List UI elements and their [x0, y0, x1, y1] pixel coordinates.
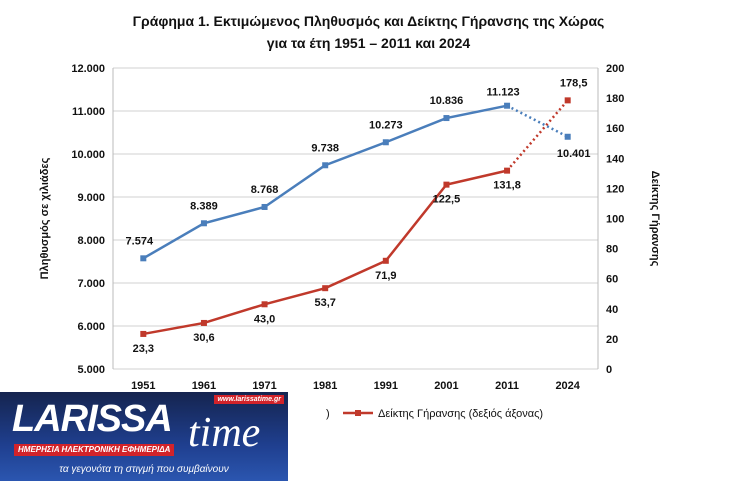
y-tick-label: 6.000: [77, 321, 105, 333]
data-point: [261, 203, 268, 210]
y-tick-label: 10.000: [71, 149, 105, 161]
y2-tick-label: 0: [606, 364, 612, 376]
data-label: 43,0: [254, 313, 275, 325]
data-label: 10.401: [557, 148, 591, 160]
data-point: [564, 133, 571, 140]
data-point: [504, 167, 511, 174]
data-label: 8.389: [190, 200, 218, 212]
data-point: [140, 255, 147, 262]
x-tick-label: 1971: [252, 380, 276, 392]
x-tick-label: 2024: [555, 380, 580, 392]
x-tick-label: 1981: [313, 380, 337, 392]
chart-title: Γράφημα 1. Εκτιμώμενος Πληθυσμός και Δεί…: [0, 10, 737, 54]
y-tick-label: 5.000: [77, 364, 105, 376]
logo-slogan: τα γεγονότα τη στιγμή που συμβαίνουν: [59, 464, 229, 475]
data-label: 122,5: [433, 194, 461, 206]
data-point: [140, 330, 147, 337]
series-dotted-segment: [506, 104, 569, 138]
data-point: [322, 285, 329, 292]
y2-tick-label: 60: [606, 274, 618, 286]
data-label: 23,3: [133, 343, 154, 355]
data-label: 53,7: [314, 297, 335, 309]
y-tick-label: 12.000: [71, 63, 105, 75]
legend-marker-aging: [355, 410, 361, 416]
data-point: [200, 319, 207, 326]
data-label: 7.574: [126, 235, 154, 247]
logo-brand-2: time: [188, 410, 261, 456]
y2-tick-label: 120: [606, 183, 624, 195]
data-point: [322, 162, 329, 169]
y-tick-label: 8.000: [77, 235, 105, 247]
legend-label-aging: Δείκτης Γήρανσης (δεξιός άξονας): [378, 408, 543, 420]
data-point: [261, 301, 268, 308]
y2-tick-label: 160: [606, 123, 624, 135]
data-label: 30,6: [193, 332, 214, 344]
y2-tick-label: 20: [606, 334, 618, 346]
y-tick-label: 11.000: [72, 106, 105, 118]
y2-tick-label: 80: [606, 244, 618, 256]
title-line-2: για τα έτη 1951 – 2011 και 2024: [266, 35, 471, 51]
y2-axis-label: Δείκτης Γήρανσης: [649, 171, 661, 267]
y2-tick-label: 200: [606, 63, 624, 75]
logo-tagline: ΗΜΕΡΗΣΙΑ ΗΛΕΚΤΡΟΝΙΚΗ ΕΦΗΜΕΡΙΔΑ: [14, 444, 175, 456]
data-point: [443, 115, 450, 122]
larissatime-logo: LARISSA time www.larissatime.gr ΗΜΕΡΗΣΙΑ…: [0, 392, 288, 481]
y-axis-label: Πληθυσμός σε χιλιάδες: [39, 157, 51, 279]
y2-tick-label: 140: [606, 153, 624, 165]
data-label: 10.273: [369, 119, 403, 131]
data-point: [200, 220, 207, 227]
data-label: 11.123: [487, 87, 520, 99]
legend-label-population: ): [326, 408, 330, 420]
series-dotted-segment: [506, 99, 569, 172]
x-tick-label: 1961: [192, 380, 216, 392]
y2-tick-label: 40: [606, 304, 618, 316]
logo-url: www.larissatime.gr: [214, 395, 284, 404]
x-tick-label: 2011: [495, 380, 519, 392]
data-point: [382, 139, 389, 146]
y2-tick-label: 180: [606, 93, 624, 105]
data-point: [382, 257, 389, 264]
x-tick-label: 2001: [434, 380, 458, 392]
y-tick-label: 7.000: [77, 278, 105, 290]
data-point: [443, 181, 450, 188]
data-label: 71,9: [375, 270, 396, 282]
data-label: 178,5: [560, 77, 588, 89]
x-tick-label: 1951: [131, 380, 155, 392]
y2-tick-label: 100: [606, 214, 624, 226]
data-point: [564, 97, 571, 104]
logo-brand: LARISSA: [12, 398, 173, 440]
x-tick-label: 1991: [374, 380, 398, 392]
title-line-1: Γράφημα 1. Εκτιμώμενος Πληθυσμός και Δεί…: [132, 13, 605, 29]
data-point: [504, 102, 511, 109]
data-label: 131,8: [493, 180, 521, 192]
data-label: 8.768: [251, 184, 279, 196]
y-tick-label: 9.000: [77, 192, 105, 204]
data-label: 9.738: [311, 142, 339, 154]
data-label: 10.836: [430, 95, 464, 107]
